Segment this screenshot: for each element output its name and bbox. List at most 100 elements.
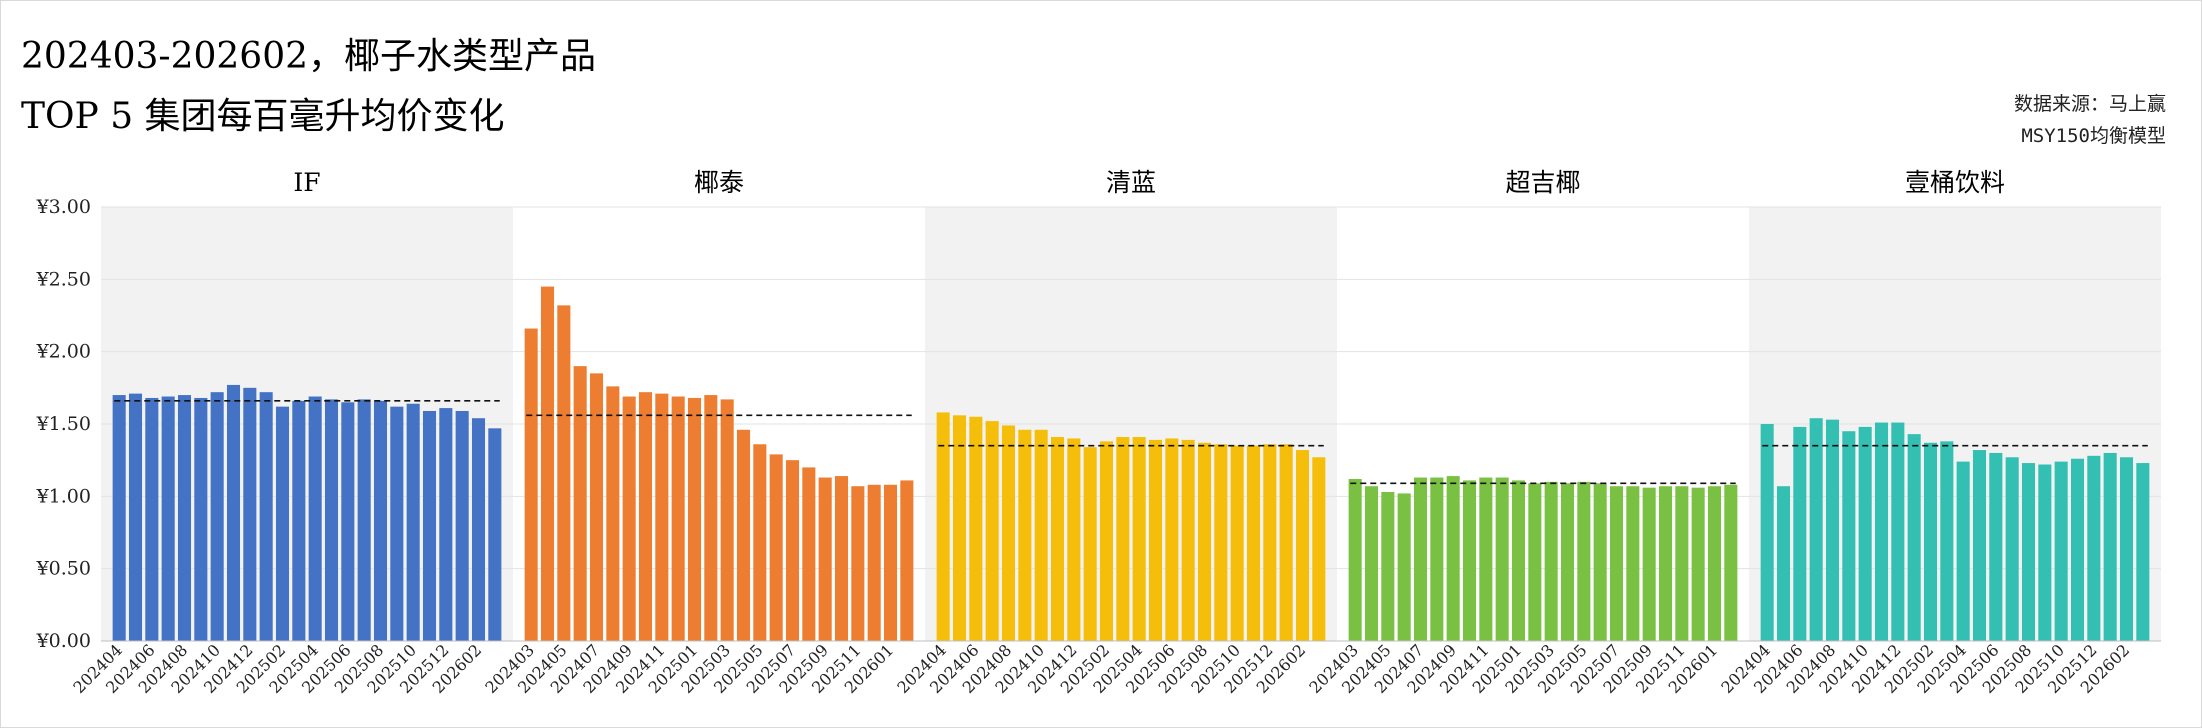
y-tick-label: ¥2.50 (36, 268, 91, 290)
bar (1874, 422, 1889, 641)
bar (2070, 458, 2085, 641)
bar (1626, 486, 1640, 641)
bar (341, 402, 355, 641)
bar (1479, 477, 1493, 641)
bar (226, 384, 241, 641)
bar (1001, 425, 1016, 641)
bar (1312, 457, 1326, 641)
bar (2021, 463, 2036, 641)
panel-title: 超吉椰 (1505, 168, 1580, 197)
bar (1642, 487, 1656, 641)
bar (308, 396, 322, 641)
bar (1724, 484, 1738, 641)
bar (1197, 442, 1212, 641)
bar (439, 408, 453, 641)
bar (275, 406, 290, 641)
chart-title-line1: 202403-202602，椰子水类型产品 (21, 36, 597, 77)
bar (867, 484, 881, 641)
bar (2038, 464, 2052, 641)
bar (292, 400, 306, 641)
bar (1956, 461, 1970, 641)
bar (1675, 486, 1689, 641)
bar (194, 397, 208, 641)
bar (704, 395, 718, 641)
bar (524, 328, 538, 641)
bar (1544, 481, 1558, 641)
bar (1858, 426, 1872, 641)
bar (671, 396, 685, 641)
bar (936, 412, 950, 641)
bar (1760, 424, 1774, 641)
bar (1989, 452, 2003, 641)
bar (1891, 422, 1905, 641)
panel-title: IF (293, 168, 320, 197)
model-label: MSY150均衡模型 (2021, 125, 2166, 147)
bar (128, 393, 143, 641)
y-tick-label: ¥1.50 (36, 413, 91, 435)
bar (357, 399, 371, 641)
panel-title: 清蓝 (1106, 168, 1156, 197)
bar (177, 395, 192, 641)
bar (390, 406, 404, 641)
y-tick-label: ¥2.00 (36, 341, 91, 363)
bar (1691, 487, 1705, 641)
bar (1263, 444, 1277, 641)
bar (1295, 450, 1310, 641)
bar (818, 477, 832, 641)
bar (1511, 480, 1526, 641)
bar (1279, 444, 1293, 641)
bar (969, 416, 983, 641)
bar (1050, 437, 1065, 641)
bar (1067, 438, 1081, 641)
bar (1776, 486, 1791, 641)
bar (1446, 476, 1460, 641)
bar (753, 444, 767, 641)
bar (1577, 481, 1591, 641)
bar (557, 305, 571, 641)
bar (638, 392, 653, 641)
bar (1099, 441, 1114, 641)
bar (210, 392, 224, 641)
bar (1593, 483, 1607, 641)
bar (622, 396, 636, 641)
bar (1246, 445, 1261, 641)
bar (1825, 419, 1840, 641)
bar (1381, 491, 1395, 641)
bar (1972, 450, 1987, 641)
bar (1397, 493, 1411, 641)
bar (1181, 439, 1195, 641)
bar (145, 397, 159, 641)
bar (1658, 486, 1673, 641)
bar (1793, 426, 1807, 641)
bar (1907, 434, 1921, 641)
bar (1560, 483, 1575, 641)
bar (2005, 457, 2019, 641)
panel-title: 壹桶饮料 (1905, 168, 2005, 197)
bar (573, 366, 587, 641)
panel-title: 椰泰 (694, 168, 744, 197)
bar (1116, 437, 1130, 641)
bar (455, 410, 469, 641)
bar (1923, 442, 1938, 641)
bar (1809, 418, 1823, 641)
bar (1842, 431, 1856, 641)
bar (655, 393, 669, 641)
bar (720, 399, 734, 641)
bar (373, 400, 388, 641)
bar (259, 392, 273, 641)
bar (736, 429, 751, 641)
bar (851, 486, 865, 641)
bar (785, 460, 800, 641)
bar (471, 418, 486, 641)
bar (1034, 429, 1048, 641)
bar (488, 428, 502, 641)
bar (1528, 483, 1542, 641)
bar (1430, 477, 1444, 641)
y-tick-label: ¥0.00 (36, 630, 91, 652)
bar (1609, 486, 1624, 641)
bar (1364, 486, 1379, 641)
bar (952, 415, 967, 641)
bar (2136, 463, 2150, 641)
bar (589, 373, 604, 641)
